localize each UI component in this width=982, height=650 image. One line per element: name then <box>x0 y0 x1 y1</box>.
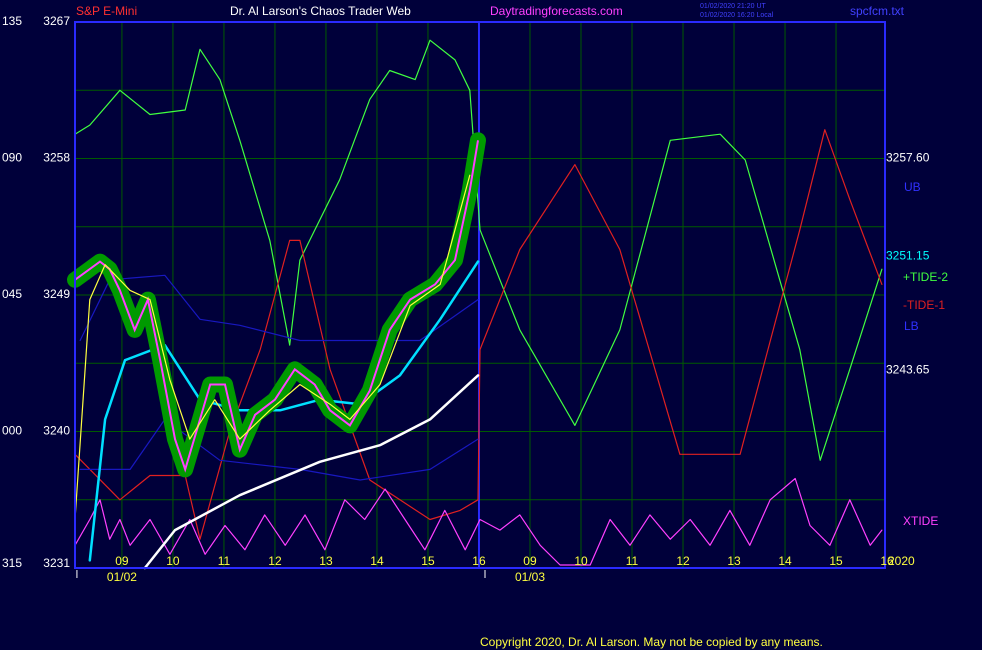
x-tick-label: 14 <box>370 554 384 568</box>
right-value: 3243.65 <box>886 362 930 376</box>
y2-tick-label: 045 <box>2 287 22 301</box>
y2-tick-label: 000 <box>2 424 22 438</box>
y-tick-label: 3249 <box>43 287 70 301</box>
series-line <box>74 477 883 566</box>
right-value: 3257.60 <box>886 151 930 165</box>
x-tick-label: 14 <box>778 554 792 568</box>
x-tick-label: 13 <box>319 554 333 568</box>
legend-entry: LB <box>904 319 919 333</box>
series-line <box>74 174 471 521</box>
legend-entry: +TIDE-2 <box>903 270 948 284</box>
y-tick-label: 3231 <box>43 556 70 570</box>
series-line <box>74 39 883 461</box>
series-line <box>74 129 883 540</box>
year-label: 2020 <box>888 554 915 568</box>
x-tick-label: 10 <box>574 554 588 568</box>
x-tick-label: 11 <box>626 554 639 568</box>
x-tick-label: 09 <box>115 554 129 568</box>
x-tick-label: 16 <box>472 554 486 568</box>
chart-title: Dr. Al Larson's Chaos Trader Web <box>230 4 411 18</box>
series-line <box>79 274 479 342</box>
timestamp: 01/02/2020 16:20 Local <box>700 12 774 19</box>
legend-entry: XTIDE <box>903 514 938 528</box>
file-name: spcfcm.txt <box>850 4 905 18</box>
y2-tick-label: 090 <box>2 151 22 165</box>
legend-entry: -TIDE-1 <box>903 298 945 312</box>
x-tick-label: 15 <box>421 554 435 568</box>
website: Daytradingforecasts.com <box>490 4 623 18</box>
y-tick-label: 3267 <box>43 14 70 28</box>
plot <box>67 39 883 570</box>
x-tick-label: 12 <box>676 554 690 568</box>
copyright: Copyright 2020, Dr. Al Larson. May not b… <box>480 635 823 649</box>
symbol: S&P E-Mini <box>76 4 137 18</box>
x-tick-label: 10 <box>166 554 180 568</box>
y2-tick-label: 315 <box>2 556 22 570</box>
x-tick-label: 16 <box>880 554 894 568</box>
right-value: 3251.15 <box>886 249 930 263</box>
x-tick-label: 09 <box>523 554 537 568</box>
series-line <box>143 374 480 570</box>
x-tick-label: 15 <box>829 554 843 568</box>
date-label: 01/03 <box>515 570 545 584</box>
y-tick-label: 3258 <box>43 151 70 165</box>
x-tick-label: 13 <box>727 554 741 568</box>
series-line <box>79 418 479 481</box>
x-tick-label: 12 <box>268 554 282 568</box>
legend-entry: UB <box>904 180 921 194</box>
timestamp: 01/02/2020 21:20 UT <box>700 3 766 10</box>
y2-tick-label: 135 <box>2 14 22 28</box>
y-tick-label: 3240 <box>43 424 70 438</box>
x-tick-label: 11 <box>218 554 231 568</box>
date-label: 01/02 <box>107 570 137 584</box>
plot-frame <box>74 21 886 569</box>
